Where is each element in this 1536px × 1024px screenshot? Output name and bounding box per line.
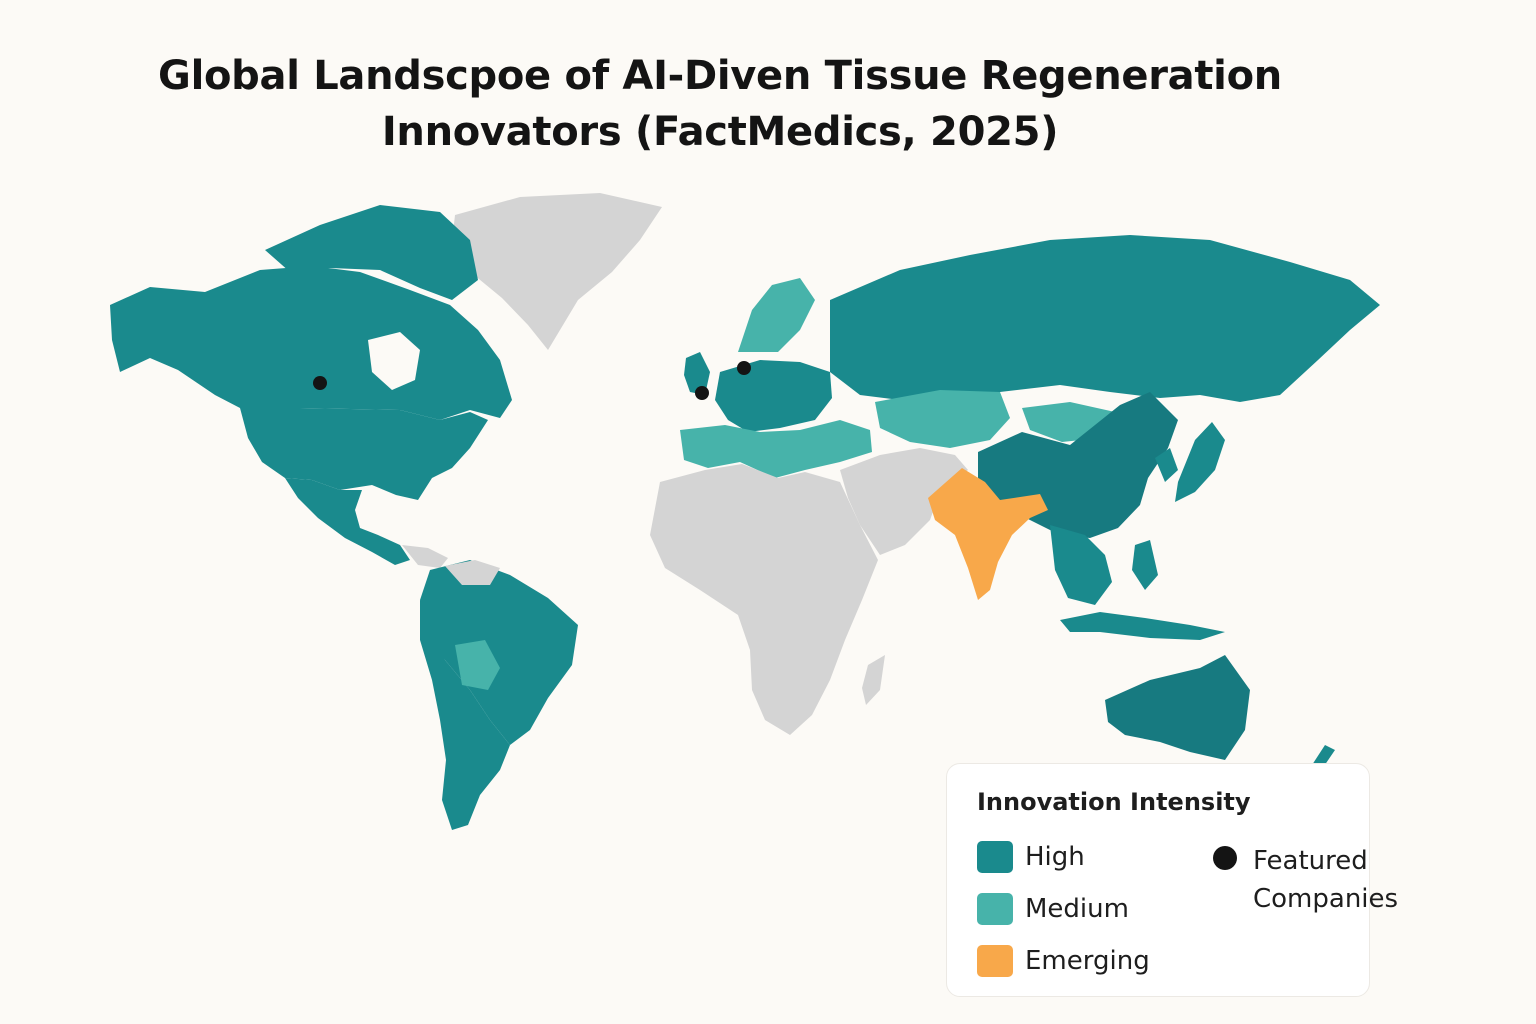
legend-label-medium: Medium: [1025, 894, 1129, 924]
featured-company-dot-icon: [1213, 846, 1237, 870]
region-united-states[interactable]: [240, 408, 488, 500]
region-indonesia[interactable]: [1060, 612, 1225, 640]
legend-label-emerging: Emerging: [1025, 946, 1150, 976]
region-venezuela[interactable]: [445, 560, 500, 585]
title-line-2: Innovators (FactMedics, 2025): [381, 109, 1059, 155]
map-title: Global Landscpoe of AI-Diven Tissue Rege…: [0, 48, 1440, 160]
region-russia[interactable]: [830, 235, 1380, 402]
region-southeast-asia[interactable]: [1050, 525, 1112, 605]
region-greenland[interactable]: [452, 193, 662, 350]
legend-label-featured: Featured Companies: [1253, 846, 1399, 914]
legend-swatch-high: [977, 841, 1013, 873]
legend-item-emerging: Emerging: [977, 944, 1150, 978]
region-caribbean[interactable]: [402, 545, 448, 568]
region-kazakhstan[interactable]: [875, 390, 1010, 448]
region-india[interactable]: [928, 468, 1048, 600]
legend-item-featured: Featured Companies: [1213, 842, 1423, 918]
region-western-europe[interactable]: [715, 360, 832, 432]
region-uk[interactable]: [684, 352, 710, 395]
company-marker-uk[interactable]: [695, 386, 709, 400]
legend-label-high: High: [1025, 842, 1085, 872]
region-brazil[interactable]: [420, 560, 578, 745]
region-africa[interactable]: [650, 464, 878, 735]
region-scandinavia[interactable]: [738, 278, 815, 352]
region-arctic-islands[interactable]: [265, 205, 478, 300]
company-marker-canada[interactable]: [313, 376, 327, 390]
region-korea[interactable]: [1155, 448, 1178, 482]
region-australia[interactable]: [1105, 655, 1250, 760]
region-philippines[interactable]: [1132, 540, 1158, 590]
legend-swatch-medium: [977, 893, 1013, 925]
region-mexico[interactable]: [285, 478, 410, 565]
title-line-1: Global Landscpoe of AI-Diven Tissue Rege…: [158, 53, 1282, 99]
region-bolivia[interactable]: [455, 640, 500, 690]
region-middle-east[interactable]: [840, 448, 968, 555]
legend-title: Innovation Intensity: [977, 788, 1251, 816]
legend-item-medium: Medium: [977, 892, 1129, 926]
map-legend: Innovation Intensity High Medium Emergin…: [946, 763, 1398, 997]
region-andes[interactable]: [420, 600, 510, 830]
region-japan[interactable]: [1175, 422, 1225, 502]
company-marker-denmark[interactable]: [737, 361, 751, 375]
legend-item-high: High: [977, 840, 1085, 874]
legend-swatch-emerging: [977, 945, 1013, 977]
hudson-bay: [368, 332, 420, 390]
region-madagascar[interactable]: [862, 655, 885, 705]
region-southern-europe[interactable]: [680, 420, 872, 478]
